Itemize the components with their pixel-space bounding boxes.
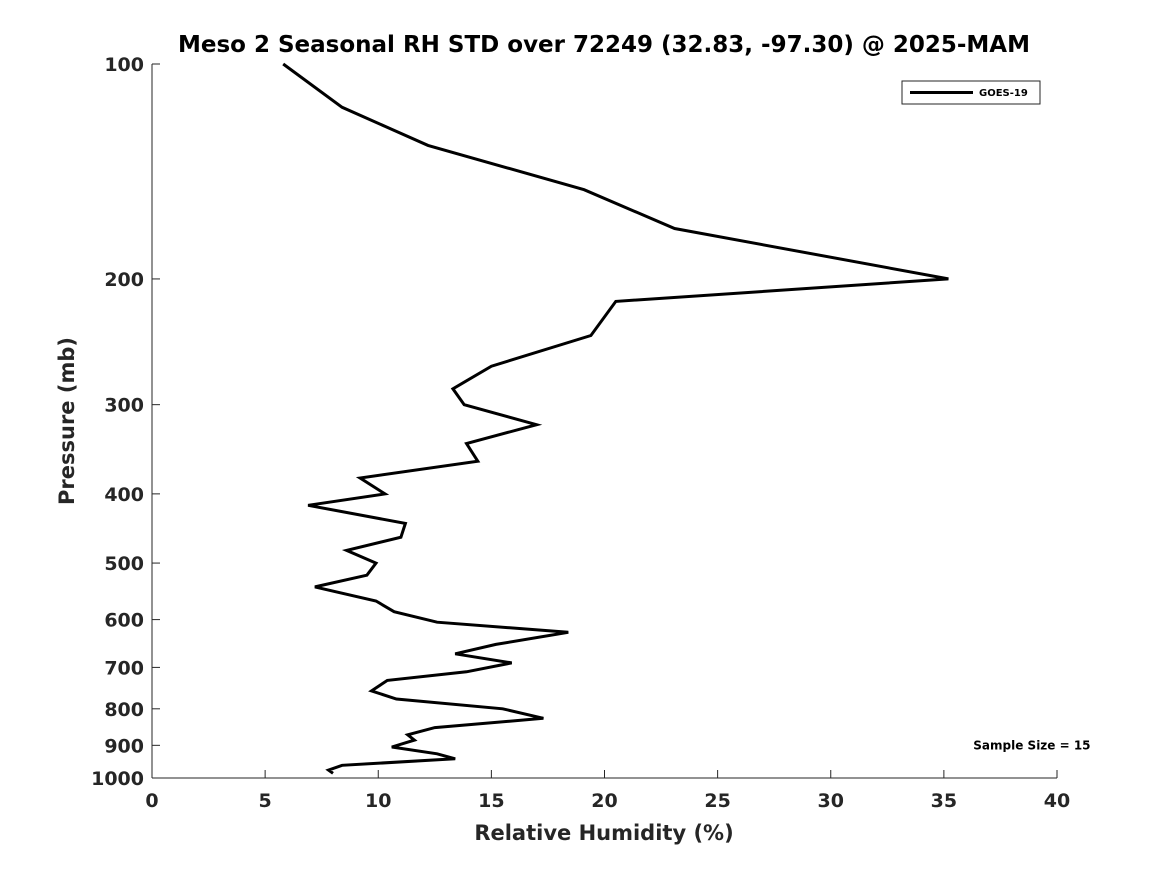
y-tick-label: 200 (104, 269, 144, 291)
legend: GOES-19 (901, 80, 1041, 105)
y-tick-label: 900 (104, 735, 144, 757)
x-ticks: 0 5 10 15 20 25 30 35 40 (145, 770, 1070, 812)
sample-size-annotation: Sample Size = 15 (973, 738, 1090, 752)
y-axis-label: Pressure (mb) (55, 337, 79, 505)
chart-title: Meso 2 Seasonal RH STD over 72249 (32.83… (178, 32, 1030, 58)
y-tick-label: 500 (104, 553, 144, 575)
x-tick-label: 20 (591, 790, 617, 812)
x-tick-label: 0 (145, 790, 158, 812)
x-tick-label: 30 (818, 790, 844, 812)
y-tick-label: 400 (104, 484, 144, 506)
x-tick-label: 35 (931, 790, 957, 812)
x-tick-label: 5 (259, 790, 272, 812)
y-tick-label: 300 (104, 395, 144, 417)
series-group (282, 62, 949, 775)
x-tick-label: 10 (365, 790, 391, 812)
y-tick-label: 800 (104, 699, 144, 721)
y-tick-label: 600 (104, 610, 144, 632)
x-axis-label: Relative Humidity (%) (474, 821, 733, 845)
x-tick-label: 25 (704, 790, 730, 812)
plot-axes (151, 64, 1057, 779)
x-tick-label: 40 (1044, 790, 1070, 812)
y-tick-label: 100 (104, 54, 144, 76)
series-line (282, 62, 949, 775)
legend-label: GOES-19 (979, 88, 1028, 99)
y-tick-label: 700 (104, 657, 144, 679)
y-tick-label: 1000 (91, 768, 144, 790)
x-tick-label: 15 (478, 790, 504, 812)
y-ticks: 100 200 300 400 500 600 700 800 900 1000 (91, 54, 160, 790)
